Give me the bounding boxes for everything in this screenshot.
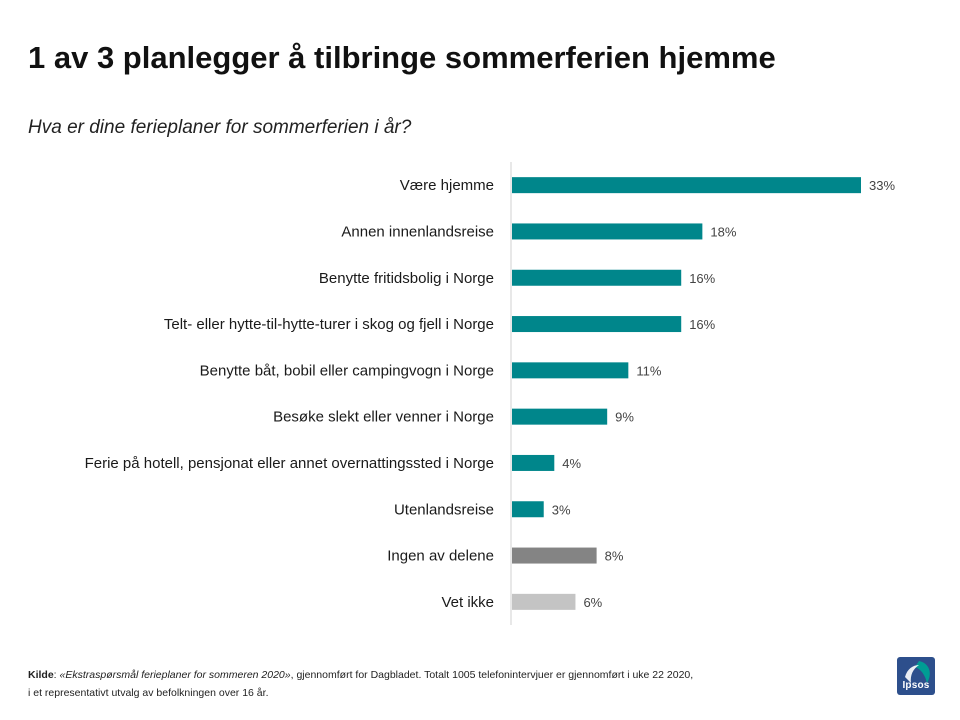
bar xyxy=(512,454,555,471)
bar xyxy=(512,269,682,286)
chart-subtitle: Hva er dine ferieplaner for sommerferien… xyxy=(28,117,412,138)
source-label: Kilde xyxy=(28,669,54,681)
category-label: Ferie på hotell, pensjonat eller annet o… xyxy=(85,455,494,472)
category-label: Ingen av delene xyxy=(387,548,494,565)
category-label: Benytte båt, bobil eller campingvogn i N… xyxy=(200,362,494,379)
data-label: 11% xyxy=(636,363,661,378)
bar xyxy=(512,362,629,379)
source-note: Kilde: «Ekstraspørsmål ferieplaner for s… xyxy=(28,666,888,702)
category-label: Benytte fritidsbolig i Norge xyxy=(319,270,494,287)
bar xyxy=(512,408,608,425)
category-label: Besøke slekt eller venner i Norge xyxy=(273,409,494,426)
category-label: Utenlandsreise xyxy=(394,501,494,518)
bar xyxy=(512,223,703,240)
ipsos-logo: Ipsos xyxy=(897,657,935,695)
bar-chart: Være hjemme 33% Annen innenlandsreise 18% Be… xyxy=(85,162,895,625)
source-line-1: Kilde: «Ekstraspørsmål ferieplaner for s… xyxy=(28,669,694,681)
category-label: Annen innenlandsreise xyxy=(341,223,494,240)
bar xyxy=(512,316,682,333)
data-label: 18% xyxy=(710,224,736,239)
data-label: 8% xyxy=(605,549,624,564)
source-description: , gjennomført for Dagbladet. Totalt 1005… xyxy=(290,669,694,681)
category-label: Vet ikke xyxy=(441,594,494,611)
category-label: Være hjemme xyxy=(400,177,494,194)
source-name: «Ekstraspørsmål ferieplaner for sommeren… xyxy=(59,669,291,681)
bar xyxy=(512,177,861,194)
data-label: 16% xyxy=(689,317,715,332)
page-title: 1 av 3 planlegger å tilbringe sommerferi… xyxy=(28,40,776,75)
data-label: 33% xyxy=(869,178,895,193)
data-label: 3% xyxy=(552,502,571,517)
logo-swoosh-icon xyxy=(905,661,930,683)
bar xyxy=(512,501,544,518)
data-label: 9% xyxy=(615,410,634,425)
data-label: 16% xyxy=(689,271,715,286)
data-label: 4% xyxy=(562,456,581,471)
source-line-2: i et representativt utvalg av befolkning… xyxy=(28,687,269,699)
bar xyxy=(512,593,576,610)
logo-text: Ipsos xyxy=(902,680,930,691)
category-label: Telt- eller hytte-til-hytte-turer i skog… xyxy=(164,316,494,333)
bar xyxy=(512,547,597,564)
data-label: 6% xyxy=(583,595,602,610)
